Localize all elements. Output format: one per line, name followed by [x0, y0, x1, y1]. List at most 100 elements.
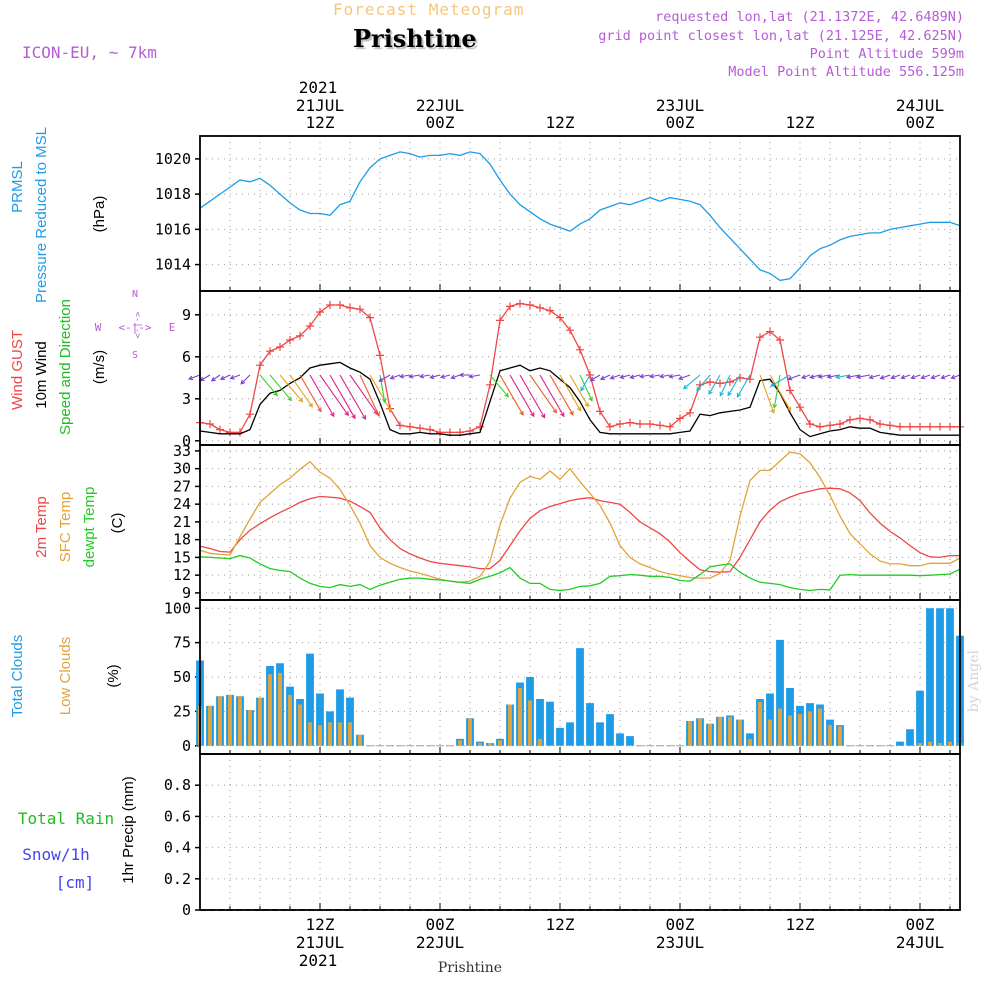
gust-marker: [866, 415, 874, 424]
top-axis-date-label: 24JUL: [896, 96, 944, 115]
footer-location: Prishtine: [438, 960, 502, 976]
gust-marker: [846, 415, 854, 424]
wind-arrow: [901, 374, 911, 379]
wind-arrow-head: [386, 406, 392, 412]
dewpt-temp-label: dewpt Temp: [81, 487, 98, 568]
compass-horizontal-arrow: <-|->: [118, 321, 151, 334]
grid-point-coordinates: grid point closest lon,lat (21.125E, 42.…: [598, 28, 964, 44]
gust-marker: [946, 422, 954, 431]
gust-marker: [506, 302, 514, 311]
low-cloud-bar: [788, 715, 792, 746]
gust-marker: [286, 336, 294, 344]
wind-arrow-head: [381, 398, 387, 404]
wind-arrow-head: [188, 375, 194, 381]
wind-arrow: [309, 374, 335, 417]
gust-marker: [436, 428, 444, 437]
wind-arrow: [469, 374, 481, 378]
gust-marker: [596, 407, 604, 416]
gust-marker: [316, 308, 324, 316]
low-clouds-label: Low Clouds: [57, 637, 74, 715]
low-cloud-bar: [258, 697, 262, 746]
series-line-wind-gust: [199, 302, 960, 434]
top-axis-date-label: 22JUL: [416, 96, 464, 115]
pressure-unit-label: (hPa): [91, 196, 108, 233]
wind-arrow: [941, 374, 951, 379]
wind-arrow-head: [569, 410, 574, 416]
wind-arrow-head: [399, 373, 405, 379]
panel-precip: 0 0.2 0.4 0.6 0.8: [164, 753, 961, 919]
bottom-axis-hour-label: 00Z: [666, 915, 695, 934]
wind-arrow-head: [378, 377, 384, 382]
low-cloud-bar: [928, 741, 932, 746]
wind-arrow-head: [450, 374, 456, 380]
wind-arrow-head: [389, 375, 395, 380]
gust-marker: [376, 351, 384, 360]
low-cloud-bar: [698, 718, 702, 746]
gust-marker: [666, 422, 674, 431]
wind-arrow-head: [855, 374, 861, 380]
total-cloud-bar: [616, 733, 624, 746]
gust-marker: [266, 347, 274, 356]
wind-arrow: [788, 374, 801, 380]
compass-east: E: [169, 321, 176, 334]
wind-arrow-head: [629, 374, 635, 380]
wind-gust-label: Wind GUST: [9, 330, 26, 410]
gust-marker: [856, 414, 864, 423]
gust-marker: [686, 408, 694, 417]
low-cloud-bar: [208, 705, 212, 746]
wind-arrow: [951, 374, 961, 379]
low-cloud-bar: [468, 718, 472, 746]
low-cloud-bar: [318, 725, 322, 746]
gust-marker: [916, 422, 924, 431]
low-cloud-bar: [828, 725, 832, 746]
low-cloud-bar: [248, 710, 252, 746]
y-tick-label: 15: [173, 548, 191, 566]
wind-arrow: [230, 374, 241, 379]
y-tick-label: 18: [173, 531, 191, 549]
gust-marker: [706, 378, 714, 386]
wind-arrow: [696, 374, 711, 391]
low-cloud-bar: [728, 716, 732, 746]
gust-marker: [366, 313, 374, 322]
total-cloud-bar: [316, 693, 324, 746]
total-rain-label: Total Rain: [18, 809, 114, 828]
wind-arrow: [451, 374, 461, 379]
wind-arrow: [660, 374, 671, 378]
wind-arrow: [600, 374, 611, 380]
wind-arrow-head: [351, 414, 356, 420]
wind-arrow: [509, 374, 535, 417]
wind-arrow-head: [727, 391, 732, 397]
compass-west: W: [95, 321, 102, 334]
total-cloud-bar: [576, 648, 584, 746]
total-cloud-bar: [306, 653, 314, 746]
gust-marker: [906, 422, 914, 431]
low-cloud-bar: [338, 722, 342, 746]
series-line-10m-wind: [199, 361, 960, 438]
wind-arrow-head: [809, 374, 815, 380]
gust-marker: [496, 316, 504, 325]
wind-arrow: [569, 374, 589, 407]
wind-arrow: [911, 374, 921, 379]
wind-arrow: [200, 374, 211, 381]
low-cloud-bar: [488, 743, 492, 746]
wind-arrow-head: [890, 374, 896, 380]
wind-arrow-head: [219, 375, 225, 381]
bottom-axis-hour-label: 00Z: [426, 915, 455, 934]
total-cloud-bar: [566, 722, 574, 746]
gust-marker: [836, 420, 844, 428]
wind-arrow-head: [920, 374, 926, 380]
wind-arrow: [736, 374, 751, 398]
low-cloud-bar: [748, 738, 752, 746]
y-tick-label: 0.4: [164, 839, 191, 857]
wind-arrow: [669, 374, 681, 378]
wind-arrow-head: [696, 386, 701, 392]
low-cloud-bar: [688, 721, 692, 746]
gust-marker: [816, 422, 824, 431]
top-axis-hour-label: 12Z: [786, 113, 815, 132]
gust-marker: [226, 428, 234, 437]
wind-arrow: [931, 374, 941, 379]
point-altitude: Point Altitude 599m: [809, 46, 964, 62]
y-tick-label: 25: [173, 702, 191, 720]
wind-arrow-head: [576, 406, 582, 412]
pressure-label-prmsl: PRMSL: [9, 161, 26, 213]
